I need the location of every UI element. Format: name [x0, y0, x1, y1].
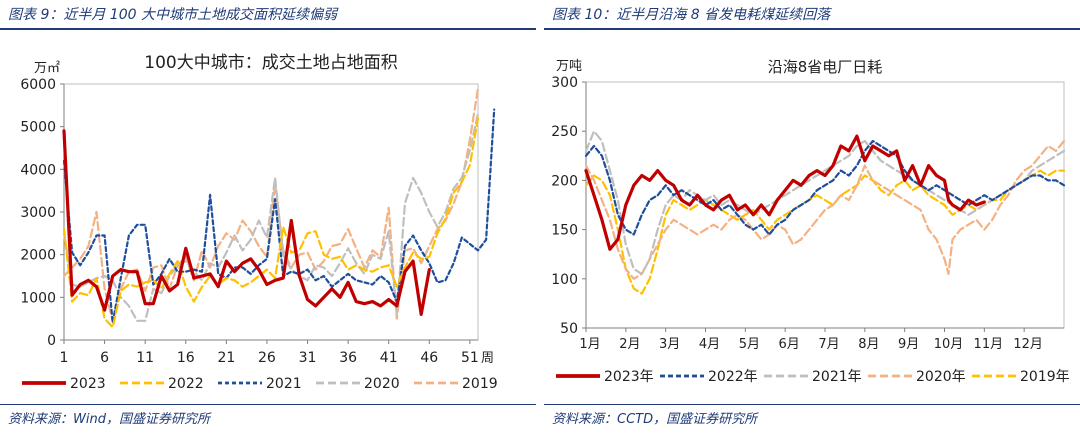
x-tick-label: 5月 [739, 337, 760, 352]
source-note: 资料来源：Wind，国盛证券研究所 [8, 412, 210, 427]
legend-label-2023年: 2023年 [604, 369, 654, 385]
x-tick-label: 36 [339, 350, 357, 366]
y-tick-label: 250 [551, 124, 578, 140]
x-tick-label: 7月 [818, 337, 839, 352]
legend-label-2020: 2020 [364, 376, 400, 392]
x-tick-label: 1 [60, 350, 69, 366]
x-tick-label: 8月 [858, 337, 879, 352]
y-tick-label: 300 [551, 75, 578, 91]
series-line-2020 [62, 112, 480, 322]
x-tick-label: 46 [420, 350, 438, 366]
legend-label-2019年: 2019年 [1020, 369, 1070, 385]
x-tick-label: 2月 [619, 337, 640, 352]
source-rule [544, 404, 1080, 405]
y-tick-label: 200 [551, 173, 578, 189]
series-line-2023年 [584, 134, 986, 251]
series-line-2022年 [584, 139, 1066, 236]
legend-label-2021年: 2021年 [812, 369, 862, 385]
y-tick-label: 0 [47, 333, 56, 349]
right-panel: 图表 10：近半月沿海 8 省发电耗煤延续回落 50 100 150 200 250 30… [544, 0, 1080, 433]
legend-label-2020年: 2020年 [916, 369, 966, 385]
x-tick-label: 51 [461, 350, 479, 366]
figure-caption: 图表 10：近半月沿海 8 省发电耗煤延续回落 [552, 7, 831, 23]
y-tick-label: 150 [551, 223, 578, 239]
y-axis-label: 万㎡ [34, 61, 60, 76]
y-tick-label: 4000 [20, 162, 56, 178]
x-tick-label: 31 [299, 350, 317, 366]
source-note: 资料来源：CCTD，国盛证券研究所 [552, 412, 758, 427]
x-tick-label: 1月 [579, 337, 600, 352]
series-line-2023 [62, 129, 431, 316]
x-tick-label: 41 [380, 350, 398, 366]
legend-label-2022年: 2022年 [708, 369, 758, 385]
series-line-2021年 [584, 130, 1066, 275]
x-tick-label: 3月 [659, 337, 680, 352]
x-tick-label: 10月 [934, 337, 964, 352]
x-tick-label: 26 [258, 350, 276, 366]
figure-caption: 图表 9：近半月 100 大中城市土地成交面积延续偏弱 [8, 7, 337, 23]
x-tick-label: 16 [177, 350, 195, 366]
legend-label-2021: 2021 [266, 376, 302, 392]
y-tick-label: 2000 [20, 248, 56, 264]
left-panel: 图表 9：近半月 100 大中城市土地成交面积延续偏弱 0 1000 2000 300… [0, 0, 536, 433]
legend-label-2019: 2019 [462, 376, 498, 392]
x-tick-label: 12月 [1013, 337, 1043, 352]
y-axis-label: 万吨 [556, 59, 582, 74]
x-tick-label: 6月 [779, 337, 800, 352]
series-line-2020年 [584, 139, 1066, 280]
chart-title: 沿海8省电厂日耗 [768, 58, 883, 76]
series-line-2021 [62, 108, 496, 324]
caption-rule [544, 28, 1080, 30]
x-tick-label: 6 [100, 350, 109, 366]
x-tick-label: 11 [136, 350, 154, 366]
x-axis-label: 周 [481, 351, 494, 366]
y-tick-label: 6000 [20, 77, 56, 93]
caption-rule [0, 28, 536, 30]
chart-title: 100大中城市：成交土地占地面积 [144, 53, 397, 73]
x-tick-label: 21 [217, 350, 235, 366]
source-rule [0, 404, 536, 405]
y-tick-label: 3000 [20, 205, 56, 221]
x-tick-label: 11月 [974, 337, 1004, 352]
legend-label-2022: 2022 [168, 376, 204, 392]
y-tick-label: 1000 [20, 290, 56, 306]
legend-label-2023: 2023 [70, 376, 106, 392]
y-tick-label: 5000 [20, 120, 56, 136]
x-tick-label: 9月 [898, 337, 919, 352]
coal-consumption-chart: 50 100 150 200 250 300 1月 2月 3月 4月 5月 6月 7月 8月 9月 10月 11… [551, 58, 1070, 385]
x-tick-label: 4月 [699, 337, 720, 352]
plot-frame [585, 81, 1065, 329]
series-line-2022 [62, 117, 480, 329]
y-tick-label: 50 [560, 321, 578, 337]
y-tick-label: 100 [551, 272, 578, 288]
